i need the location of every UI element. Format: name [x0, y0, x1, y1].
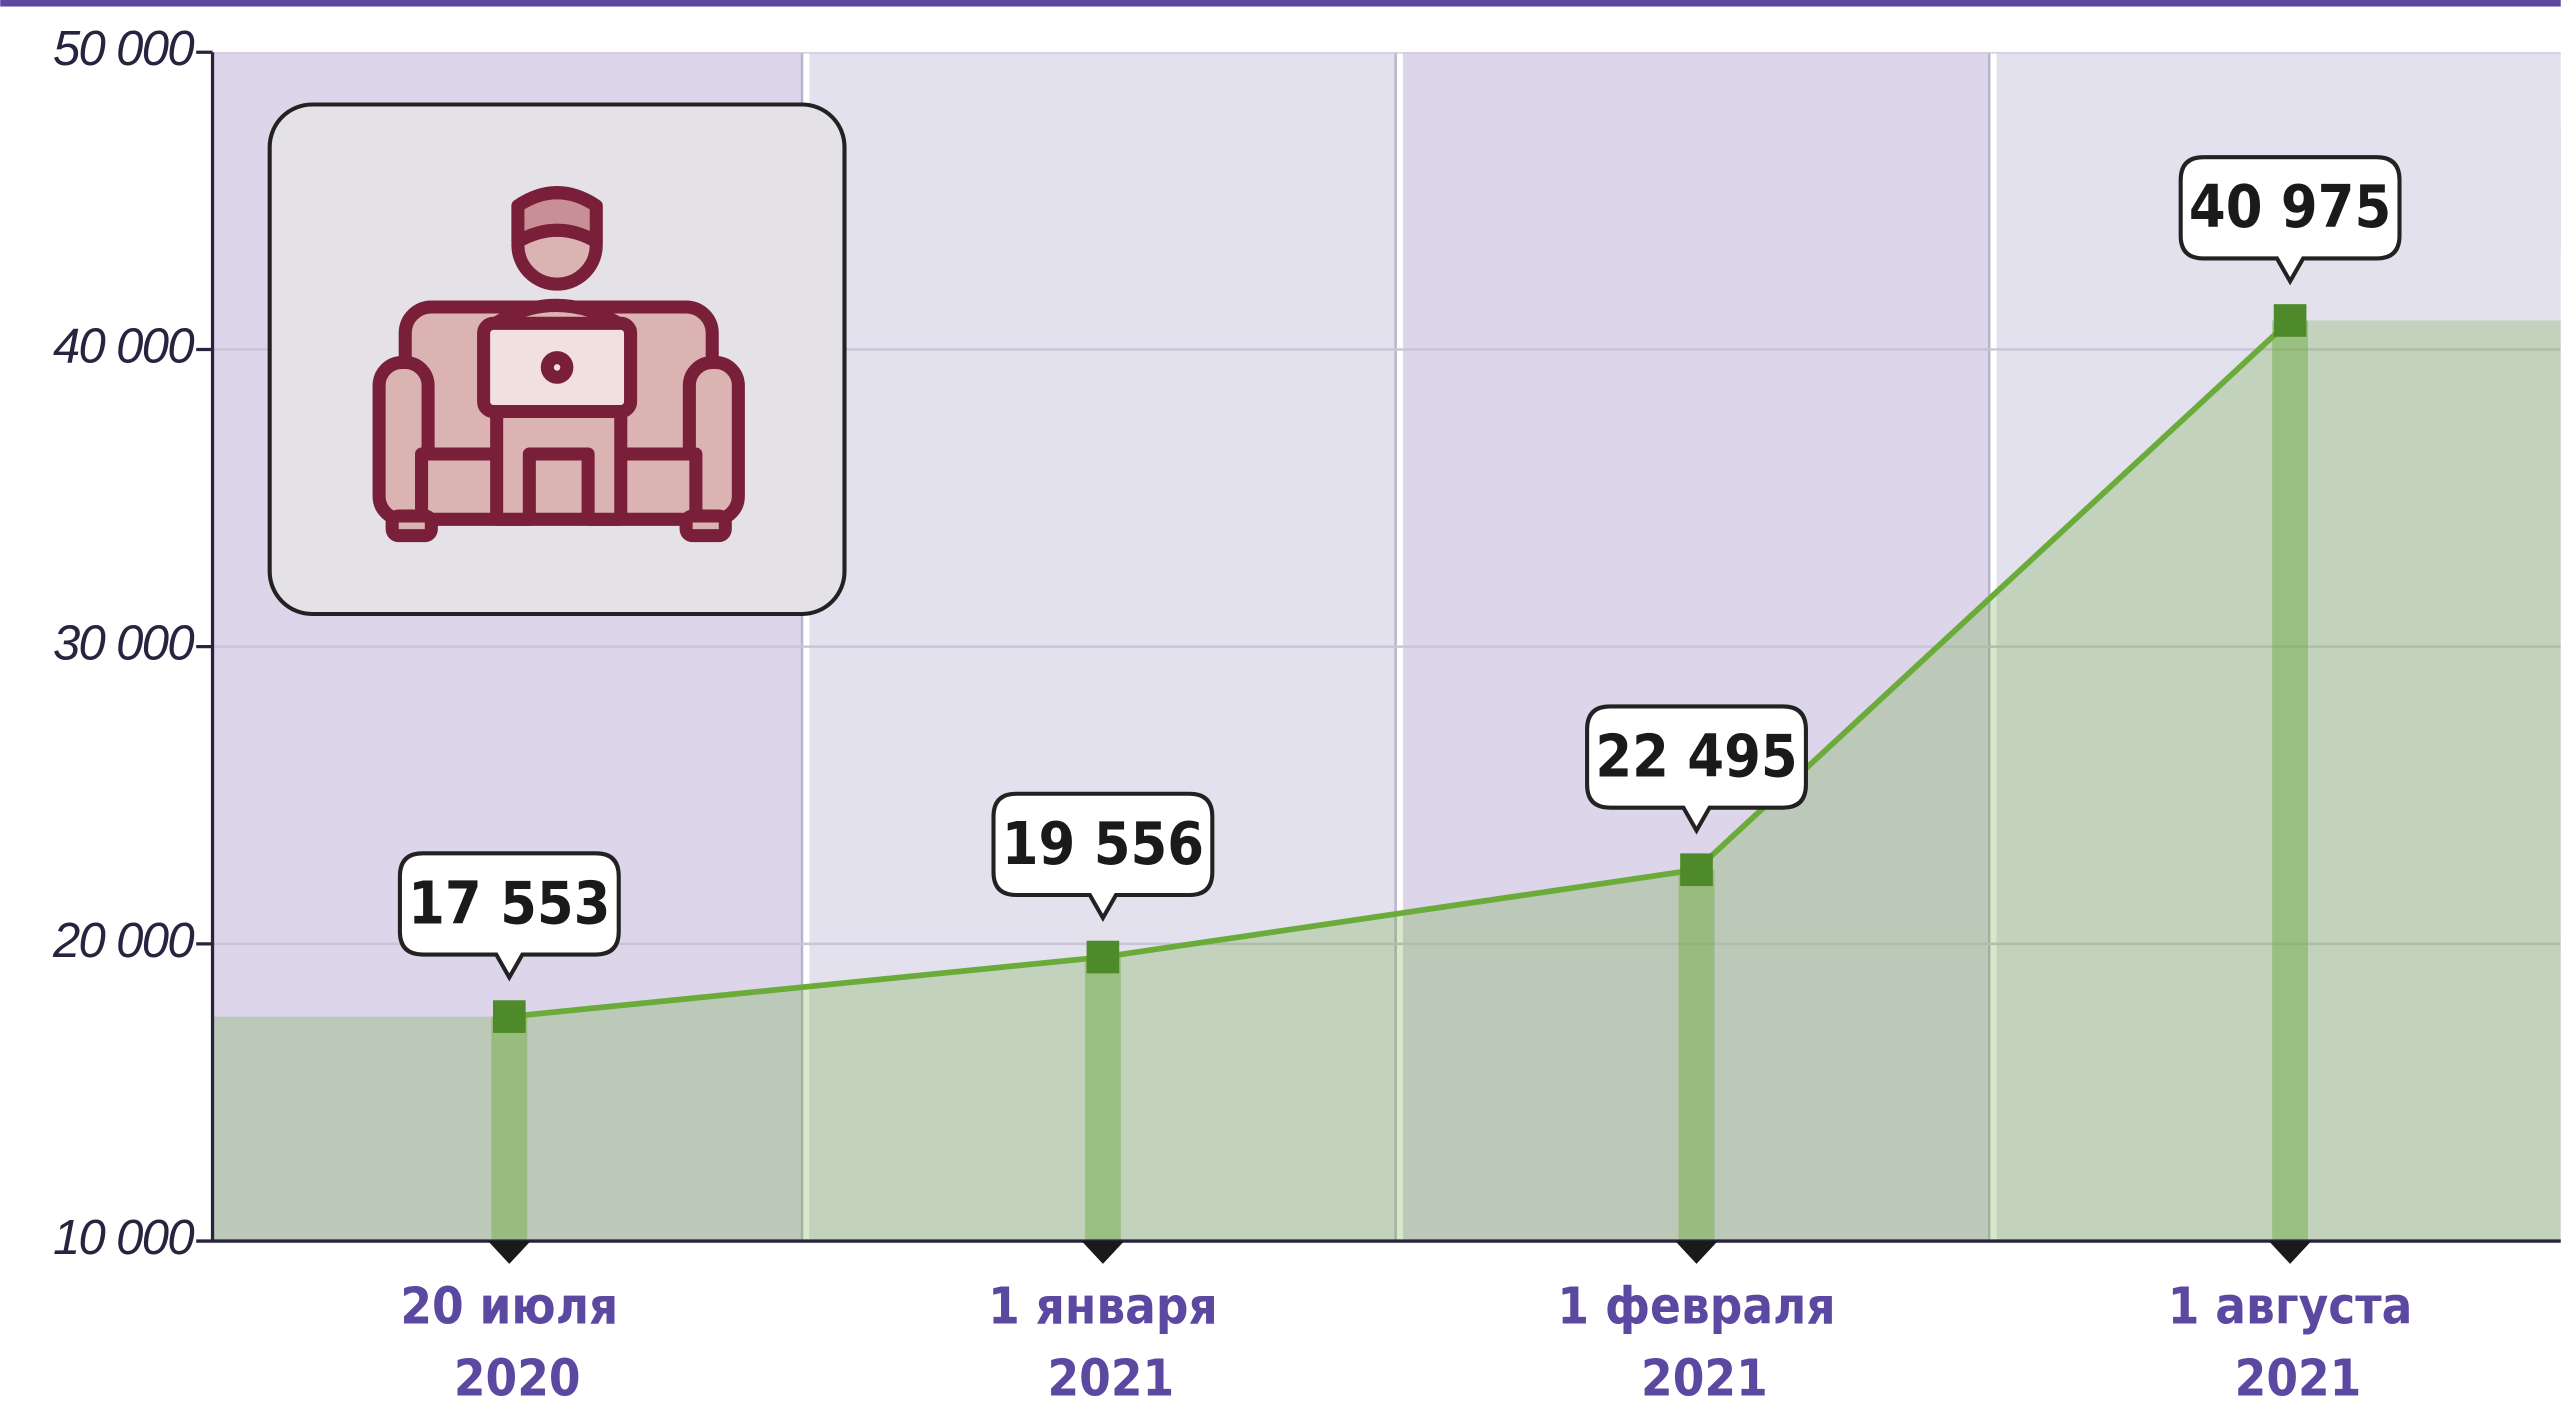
y-tick-label: 50 000: [53, 22, 194, 76]
point: [2274, 304, 2307, 337]
x-tick: [1675, 1241, 1717, 1264]
y-tick-label: 20 000: [52, 914, 194, 968]
value-label: 40 975: [2189, 172, 2391, 241]
x-tick: [2269, 1241, 2311, 1264]
icon: [270, 105, 845, 614]
drop-bar: [1085, 957, 1121, 1241]
top-rule: [0, 0, 2561, 7]
chart: 10 000 20 000 30 000 40 000 50 000 17 553 19 …: [0, 0, 2561, 1406]
grid: 10 000 20 000 30 000 40 000 50 000: [52, 22, 213, 1265]
x-tick-label: 1 января 2021: [988, 1276, 1218, 1406]
point: [493, 1000, 526, 1033]
y-tick-label: 10 000: [53, 1211, 194, 1265]
value-label: 19 556: [1002, 809, 1204, 878]
x-tick: [488, 1241, 530, 1264]
point: [1680, 853, 1713, 886]
drop-bar: [2272, 320, 2308, 1241]
x-tick-label: 20 июля 2020: [400, 1276, 618, 1406]
value-label: 17 553: [408, 868, 610, 937]
value-label: 22 495: [1595, 721, 1797, 790]
drop-bar: [491, 1017, 527, 1241]
drop-bar: [1679, 870, 1715, 1241]
page: 10 000 20 000 30 000 40 000 50 000 17 553 19 …: [0, 0, 2561, 1406]
x-tick-label: 1 августа 2021: [2168, 1276, 2413, 1406]
y-tick-label: 40 000: [53, 319, 194, 373]
y-tick-label: 30 000: [53, 617, 194, 671]
point: [1087, 941, 1120, 974]
x-tick: [1082, 1241, 1124, 1264]
x-tick-label: 1 февраля 2021: [1557, 1276, 1835, 1406]
